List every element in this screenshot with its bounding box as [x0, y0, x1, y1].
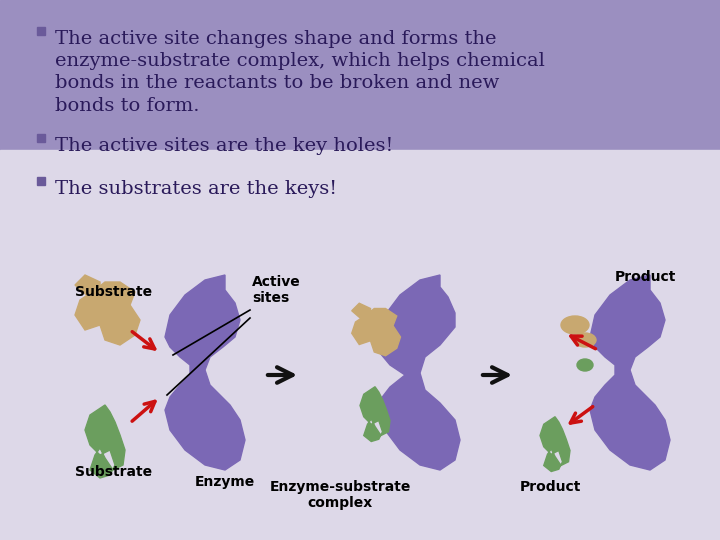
Bar: [0, 0, 720, 150]
Text: Enzyme: Enzyme: [195, 475, 256, 489]
Polygon shape: [540, 417, 570, 471]
Polygon shape: [380, 275, 460, 470]
Polygon shape: [352, 303, 371, 321]
Bar: [37, 27, 45, 35]
Text: Product: Product: [520, 480, 581, 494]
Polygon shape: [85, 405, 125, 478]
Ellipse shape: [577, 359, 593, 371]
Text: The active sites are the key holes!: The active sites are the key holes!: [55, 137, 393, 155]
Text: Substrate: Substrate: [75, 465, 152, 479]
Polygon shape: [360, 387, 390, 442]
Bar: [37, 134, 45, 142]
Text: Product: Product: [615, 270, 676, 284]
Text: The substrates are the keys!: The substrates are the keys!: [55, 180, 337, 198]
Ellipse shape: [574, 333, 596, 347]
Bar: [0, 150, 720, 540]
Polygon shape: [352, 308, 400, 356]
Text: Substrate: Substrate: [75, 285, 152, 299]
Bar: [37, 177, 45, 185]
Polygon shape: [75, 282, 140, 345]
Text: The active site changes shape and forms the
enzyme-substrate complex, which help: The active site changes shape and forms …: [55, 30, 545, 114]
Ellipse shape: [561, 316, 589, 334]
Text: Active
sites: Active sites: [252, 275, 301, 305]
Polygon shape: [75, 275, 100, 298]
Polygon shape: [590, 275, 670, 470]
Text: Enzyme-substrate
complex: Enzyme-substrate complex: [269, 480, 410, 510]
Polygon shape: [165, 275, 245, 470]
